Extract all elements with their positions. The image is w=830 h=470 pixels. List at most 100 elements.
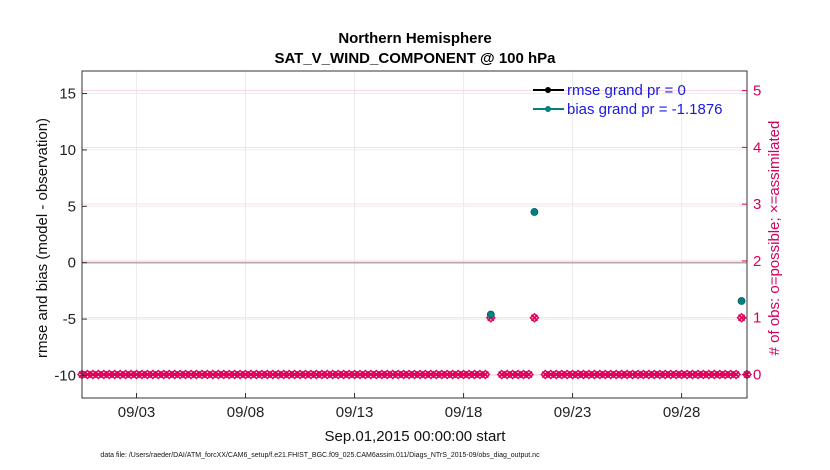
- obs-assimilated-marker: [579, 370, 588, 379]
- legend-bias-marker: [545, 106, 551, 112]
- obs-assimilated-marker: [340, 370, 348, 379]
- obs-possible-marker: [338, 369, 349, 380]
- y-tick-label: 0: [68, 255, 76, 272]
- obs-possible-marker: [224, 369, 235, 380]
- obs-assimilated-marker: [149, 370, 157, 379]
- obs-assimilated-marker: [514, 370, 522, 379]
- obs-assimilated-marker: [699, 370, 708, 379]
- obs-assimilated-marker: [563, 370, 571, 379]
- obs-possible-marker: [496, 369, 507, 380]
- obs-possible-marker: [355, 369, 365, 380]
- obs-assimilated-marker: [127, 370, 135, 379]
- obs-assimilated-marker: [438, 370, 446, 379]
- obs-assimilated-marker: [116, 370, 124, 379]
- obs-assimilated-marker: [628, 370, 637, 379]
- obs-possible-marker: [436, 369, 447, 380]
- obs-possible-marker: [698, 369, 709, 380]
- obs-assimilated-marker: [601, 370, 609, 379]
- legend-rmse-marker: [545, 87, 551, 93]
- x-axis-label: Sep.01,2015 00:00:00 start: [325, 428, 507, 445]
- obs-assimilated-marker: [667, 370, 675, 379]
- obs-possible-marker: [404, 369, 415, 380]
- y2-tick-label: 5: [753, 83, 761, 100]
- obs-assimilated-marker: [530, 314, 539, 322]
- obs-assimilated-marker: [225, 370, 233, 379]
- obs-possible-marker: [322, 369, 333, 380]
- obs-possible-marker: [120, 369, 131, 380]
- obs-assimilated-marker: [132, 370, 141, 379]
- obs-assimilated-marker: [83, 370, 92, 379]
- y-tick-label: -10: [54, 367, 76, 384]
- obs-assimilated-marker: [160, 370, 168, 379]
- obs-assimilated-marker: [329, 370, 337, 379]
- obs-assimilated-marker: [443, 370, 451, 379]
- obs-assimilated-marker: [645, 370, 653, 379]
- obs-possible-marker: [464, 369, 474, 380]
- obs-assimilated-marker: [241, 370, 250, 379]
- chart-title: Northern Hemisphere: [338, 30, 491, 47]
- obs-possible-marker: [703, 369, 714, 380]
- obs-assimilated-marker: [427, 370, 435, 379]
- obs-possible-marker: [474, 369, 485, 380]
- x-tick-label: 09/18: [445, 404, 483, 421]
- obs-possible-marker: [158, 369, 169, 380]
- obs-assimilated-marker: [389, 370, 397, 379]
- data-file-footnote: data file: /Users/raeder/DAI/ATM_forcXX/…: [100, 452, 540, 459]
- obs-possible-marker: [665, 369, 676, 380]
- obs-assimilated-marker: [661, 370, 669, 379]
- obs-possible-marker: [256, 369, 267, 380]
- obs-assimilated-marker: [405, 370, 413, 379]
- obs-assimilated-marker: [176, 370, 184, 379]
- obs-possible-marker: [507, 369, 518, 380]
- obs-possible-marker: [671, 369, 682, 380]
- obs-assimilated-marker: [236, 370, 244, 379]
- obs-possible-marker: [136, 369, 147, 380]
- obs-assimilated-marker: [705, 370, 713, 379]
- obs-possible-marker: [360, 369, 371, 380]
- y-axis-left: 15 10 5 0 -5 -10: [54, 86, 87, 384]
- obs-possible-marker: [202, 369, 213, 380]
- obs-possible-marker: [545, 369, 556, 380]
- obs-possible-marker: [632, 369, 643, 380]
- obs-possible-marker: [442, 369, 453, 380]
- obs-assimilated-marker: [394, 370, 402, 379]
- obs-assimilated-marker: [356, 370, 364, 379]
- obs-possible-marker: [523, 369, 534, 380]
- obs-assimilated-marker: [568, 370, 577, 379]
- obs-possible-marker: [305, 369, 316, 380]
- obs-assimilated-marker: [138, 370, 146, 379]
- obs-assimilated-marker: [410, 370, 419, 379]
- obs-possible-marker: [480, 369, 491, 380]
- obs-assimilated-marker: [307, 370, 315, 379]
- obs-possible-marker: [605, 369, 616, 380]
- obs-possible-marker: [600, 369, 611, 380]
- obs-possible-marker: [616, 369, 627, 380]
- obs-possible-marker: [573, 369, 584, 380]
- obs-possible-marker: [720, 369, 731, 380]
- y-tick-label: 15: [59, 86, 76, 103]
- obs-possible-marker: [191, 369, 202, 380]
- obs-assimilated-marker: [612, 370, 620, 379]
- x-axis: 09/03 09/08 09/13 09/18 09/23 09/28: [118, 393, 700, 421]
- obs-possible-marker: [578, 369, 589, 380]
- obs-possible-marker: [529, 312, 540, 323]
- obs-assimilated-marker: [181, 370, 190, 379]
- obs-possible-marker: [218, 369, 229, 380]
- obs-assimilated-marker: [361, 370, 370, 379]
- bias-point: [530, 208, 539, 216]
- obs-possible-marker: [180, 369, 191, 380]
- obs-possible-marker: [692, 369, 703, 380]
- obs-assimilated-marker: [187, 370, 195, 379]
- obs-possible-marker: [431, 369, 442, 380]
- obs-possible-marker: [235, 369, 246, 380]
- obs-possible-marker: [398, 369, 409, 380]
- obs-assimilated-marker: [372, 370, 380, 379]
- obs-possible-marker: [77, 369, 87, 380]
- obs-possible-marker: [131, 369, 142, 380]
- obs-possible-marker: [414, 369, 425, 380]
- obs-assimilated-marker: [121, 370, 130, 379]
- legend-rmse-label: rmse grand pr = 0: [567, 82, 686, 99]
- obs-assimilated-marker: [214, 370, 222, 379]
- obs-assimilated-marker: [552, 370, 560, 379]
- obs-assimilated-marker: [650, 370, 658, 379]
